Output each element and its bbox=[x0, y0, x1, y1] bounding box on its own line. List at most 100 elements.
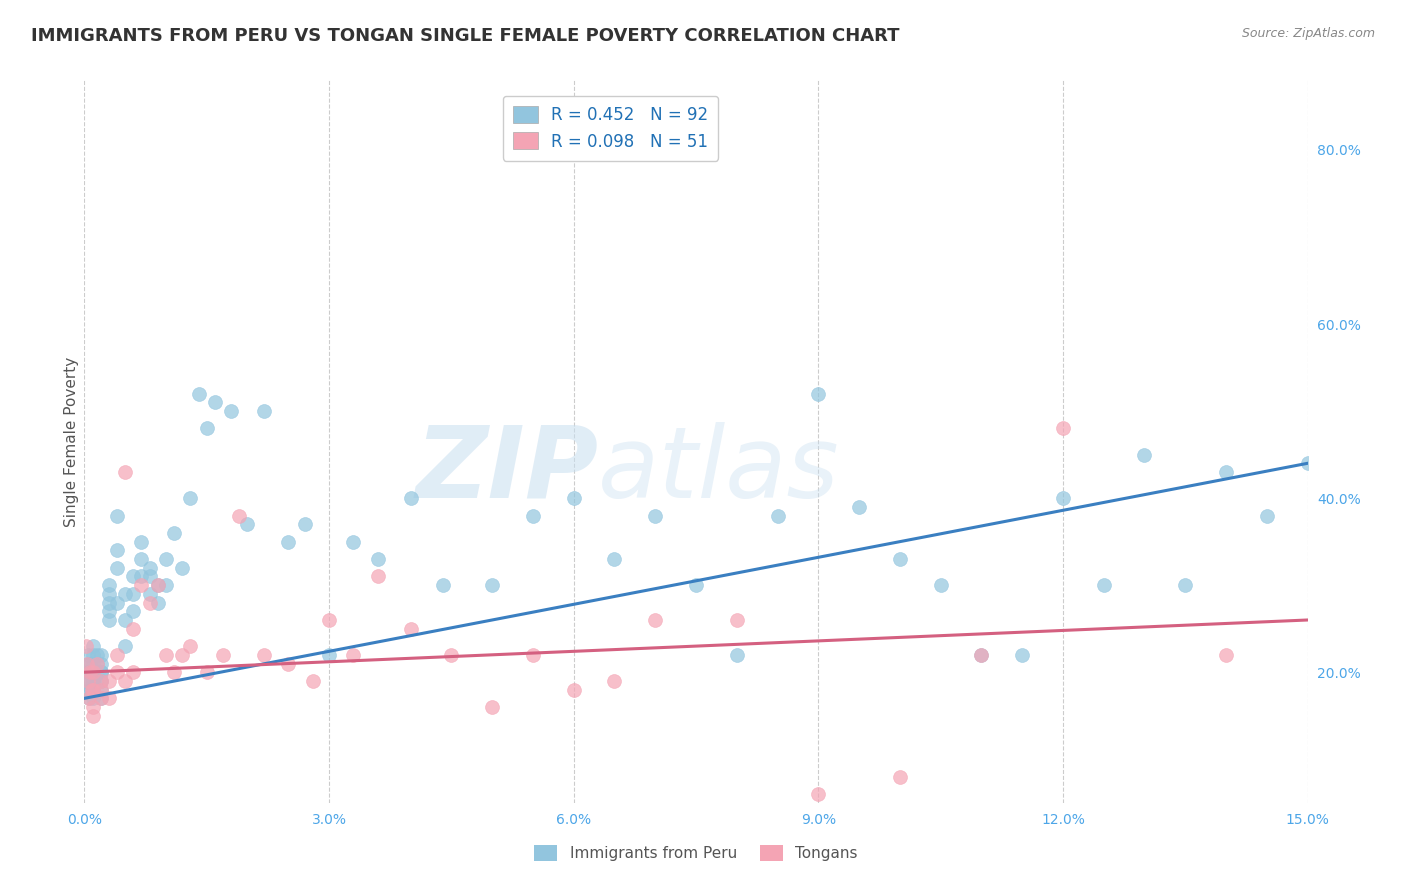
Point bbox=[86, 657, 108, 671]
Point bbox=[105, 561, 128, 575]
Point bbox=[90, 648, 112, 662]
Point bbox=[562, 682, 585, 697]
Point bbox=[889, 552, 911, 566]
Point bbox=[1296, 456, 1319, 470]
Point bbox=[807, 386, 830, 401]
Point bbox=[195, 421, 218, 435]
Point bbox=[195, 665, 218, 680]
Point bbox=[77, 648, 100, 662]
Point bbox=[90, 657, 112, 671]
Point bbox=[522, 508, 544, 523]
Point bbox=[253, 404, 276, 418]
Legend: R = 0.452   N = 92, R = 0.098   N = 51: R = 0.452 N = 92, R = 0.098 N = 51 bbox=[502, 95, 718, 161]
Point bbox=[105, 648, 128, 662]
Point bbox=[122, 622, 145, 636]
Point bbox=[82, 682, 104, 697]
Point bbox=[97, 604, 120, 618]
Point bbox=[90, 691, 112, 706]
Point bbox=[114, 465, 136, 479]
Point bbox=[79, 665, 101, 680]
Text: IMMIGRANTS FROM PERU VS TONGAN SINGLE FEMALE POVERTY CORRELATION CHART: IMMIGRANTS FROM PERU VS TONGAN SINGLE FE… bbox=[31, 27, 900, 45]
Point bbox=[318, 613, 340, 627]
Point bbox=[76, 657, 98, 671]
Point bbox=[236, 517, 259, 532]
Point bbox=[97, 691, 120, 706]
Point bbox=[179, 491, 201, 505]
Point bbox=[122, 569, 145, 583]
Point bbox=[644, 613, 666, 627]
Point bbox=[1092, 578, 1115, 592]
Point bbox=[253, 648, 276, 662]
Point bbox=[807, 787, 830, 801]
Point bbox=[399, 622, 422, 636]
Point bbox=[294, 517, 316, 532]
Text: Source: ZipAtlas.com: Source: ZipAtlas.com bbox=[1241, 27, 1375, 40]
Point bbox=[163, 525, 186, 540]
Point bbox=[77, 673, 100, 688]
Point bbox=[172, 561, 194, 575]
Point bbox=[122, 665, 145, 680]
Point bbox=[82, 639, 104, 653]
Point bbox=[432, 578, 454, 592]
Point bbox=[212, 648, 235, 662]
Point bbox=[367, 552, 389, 566]
Point bbox=[131, 578, 153, 592]
Point bbox=[90, 682, 112, 697]
Point bbox=[440, 648, 463, 662]
Point bbox=[82, 673, 104, 688]
Point bbox=[131, 569, 153, 583]
Point bbox=[277, 534, 299, 549]
Point bbox=[76, 657, 98, 671]
Point bbox=[86, 648, 108, 662]
Point bbox=[219, 404, 242, 418]
Point bbox=[766, 508, 789, 523]
Point bbox=[82, 682, 104, 697]
Point bbox=[970, 648, 993, 662]
Point bbox=[77, 691, 100, 706]
Point bbox=[105, 665, 128, 680]
Point bbox=[75, 673, 97, 688]
Point bbox=[889, 770, 911, 784]
Point bbox=[131, 552, 153, 566]
Point bbox=[155, 552, 177, 566]
Point bbox=[75, 639, 97, 653]
Text: ZIP: ZIP bbox=[415, 422, 598, 519]
Point bbox=[399, 491, 422, 505]
Point bbox=[86, 657, 108, 671]
Text: atlas: atlas bbox=[598, 422, 839, 519]
Point bbox=[163, 665, 186, 680]
Point bbox=[1215, 648, 1237, 662]
Point bbox=[481, 700, 503, 714]
Point bbox=[562, 491, 585, 505]
Point bbox=[603, 552, 626, 566]
Point bbox=[82, 665, 104, 680]
Point bbox=[105, 543, 128, 558]
Point bbox=[77, 665, 100, 680]
Point bbox=[122, 587, 145, 601]
Point bbox=[76, 665, 98, 680]
Point bbox=[301, 673, 323, 688]
Point bbox=[138, 587, 160, 601]
Point bbox=[114, 613, 136, 627]
Point bbox=[1174, 578, 1197, 592]
Point bbox=[138, 561, 160, 575]
Point bbox=[82, 648, 104, 662]
Point bbox=[82, 673, 104, 688]
Point bbox=[138, 569, 160, 583]
Y-axis label: Single Female Poverty: Single Female Poverty bbox=[63, 357, 79, 526]
Point bbox=[179, 639, 201, 653]
Point bbox=[187, 386, 209, 401]
Point bbox=[82, 708, 104, 723]
Point bbox=[342, 648, 364, 662]
Point bbox=[90, 673, 112, 688]
Point bbox=[114, 587, 136, 601]
Point bbox=[82, 665, 104, 680]
Point bbox=[1052, 491, 1074, 505]
Point bbox=[80, 682, 103, 697]
Point bbox=[131, 534, 153, 549]
Point bbox=[82, 682, 104, 697]
Point bbox=[97, 587, 120, 601]
Point bbox=[82, 700, 104, 714]
Point bbox=[77, 673, 100, 688]
Point bbox=[90, 673, 112, 688]
